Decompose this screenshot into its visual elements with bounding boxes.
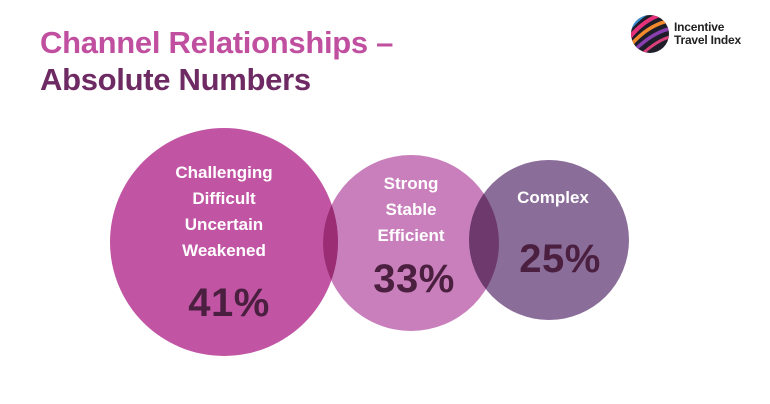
circle-3-word: Complex: [517, 188, 589, 207]
circle-2-percent: 33%: [373, 257, 455, 301]
globe-stripes-icon: [631, 15, 669, 53]
circle-2-word: Stable: [385, 200, 437, 219]
circle-2-word: Strong: [383, 174, 439, 193]
circle-2-word: Efficient: [377, 226, 445, 245]
circle-1-percent: 41%: [188, 281, 270, 325]
logo-text-line-2: Travel Index: [674, 33, 741, 47]
circle-1-words: Challenging Difficult Uncertain Weakened: [144, 160, 304, 264]
circle-2-words: Strong Stable Efficient: [346, 171, 476, 249]
circle-33-percent: [323, 155, 499, 331]
title-line-1: Channel Relationships –: [40, 25, 394, 60]
circle-1-word: Uncertain: [184, 215, 264, 234]
circle-1-word: Difficult: [192, 189, 256, 208]
incentive-travel-index-logo: Incentive Travel Index: [630, 14, 760, 54]
page-title: Channel Relationships – Absolute Numbers: [40, 24, 393, 98]
circle-1-word: Challenging: [175, 163, 273, 182]
circle-3-percent: 25%: [519, 237, 601, 281]
title-line-2: Absolute Numbers: [40, 62, 311, 97]
logo-text-line-1: Incentive: [674, 20, 725, 34]
circle-25-percent: [469, 160, 629, 320]
circle-3-words: Complex: [488, 185, 618, 211]
logo-text: Incentive Travel Index: [674, 21, 741, 47]
circle-1-word: Weakened: [182, 241, 266, 260]
circle-41-percent: [110, 128, 338, 356]
